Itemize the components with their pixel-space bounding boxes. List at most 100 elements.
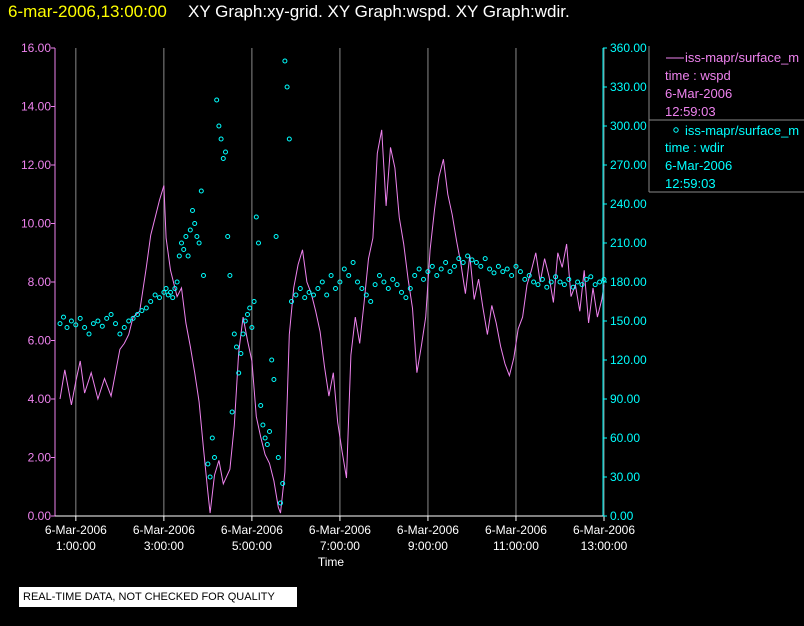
- wdir-point: [337, 279, 343, 285]
- axes: 6-Mar-2006 1:00:00 6-Mar-2006 3:00:00 6-Mar-…: [21, 41, 647, 569]
- left-tick-label: 14.00: [21, 100, 51, 114]
- wdir-point: [183, 234, 189, 239]
- wdir-point: [152, 292, 158, 298]
- wdir-point: [473, 260, 479, 265]
- wdir-point: [566, 276, 572, 282]
- wdir-point: [297, 286, 303, 291]
- wdir-point: [227, 273, 233, 278]
- wdir-point: [278, 500, 283, 506]
- wdir-point: [258, 403, 264, 408]
- legend-entry-1-time: 12:59:03: [665, 104, 716, 119]
- wdir-point: [247, 305, 253, 311]
- wdir-point: [236, 370, 242, 376]
- wdir-point: [588, 274, 594, 280]
- header-graph-titles: XY Graph:xy-grid. XY Graph:wspd. XY Grap…: [188, 2, 570, 21]
- wdir-point: [90, 321, 96, 327]
- wdir-point: [394, 282, 400, 288]
- wdir-point: [234, 344, 239, 350]
- wdir-point: [372, 282, 378, 288]
- legend-entry-2-time: 12:59:03: [665, 176, 716, 191]
- wdir-point: [262, 435, 268, 441]
- wdir-point: [443, 260, 449, 265]
- wdir-point: [176, 253, 182, 259]
- wdir-point: [460, 260, 466, 265]
- left-tick-label: 10.00: [21, 217, 51, 231]
- wdir-point: [73, 322, 79, 328]
- wdir-point: [311, 292, 316, 298]
- x-tick-label-date: 6-Mar-2006: [309, 523, 371, 537]
- wdir-point: [557, 279, 563, 285]
- wdir-point: [223, 149, 228, 155]
- wdir-point: [381, 279, 387, 285]
- wdir-point: [434, 273, 440, 278]
- wdir-point: [359, 286, 365, 291]
- wdir-point: [61, 314, 66, 320]
- wdir-point: [328, 273, 334, 278]
- wdir-point: [209, 435, 215, 441]
- wdir-point: [495, 263, 501, 269]
- left-tick-label: 0.00: [28, 509, 52, 523]
- wdir-point: [333, 286, 338, 291]
- wdir-point: [82, 325, 88, 330]
- wdir-point: [163, 286, 169, 291]
- wdir-point: [130, 315, 136, 321]
- left-tick-label: 12.00: [21, 158, 51, 172]
- wdir-point: [161, 289, 167, 295]
- x-tick-label-time: 3:00:00: [144, 539, 184, 553]
- wdir-point: [350, 260, 356, 265]
- wdir-point: [522, 276, 528, 282]
- wdir-point: [592, 282, 598, 288]
- wdir-point: [95, 318, 101, 324]
- wdir-point: [429, 263, 435, 269]
- wdir-point: [286, 136, 292, 142]
- wdir-point: [363, 292, 369, 298]
- wdir-point: [185, 253, 191, 259]
- wdir-point: [509, 273, 515, 278]
- wdir-point: [465, 253, 471, 259]
- x-tick-label-date: 6-Mar-2006: [221, 523, 283, 537]
- wdir-point: [416, 266, 422, 272]
- wdir-point: [57, 321, 63, 327]
- left-tick-label: 2.00: [28, 451, 52, 465]
- wdir-point: [293, 292, 299, 298]
- wdir-point: [251, 299, 257, 304]
- wdir-point: [165, 292, 171, 298]
- right-tick-label: 90.00: [610, 392, 640, 406]
- right-tick-label: 300.00: [610, 119, 647, 133]
- wdir-point: [407, 286, 413, 291]
- wdir-series: [57, 58, 607, 506]
- x-tick-label-time: 9:00:00: [408, 539, 448, 553]
- wdir-point: [500, 269, 506, 275]
- wdir-point: [280, 481, 286, 486]
- wdir-point: [174, 279, 180, 285]
- wdir-point: [168, 289, 173, 295]
- wdir-point: [275, 455, 281, 460]
- wdir-point: [187, 227, 193, 233]
- x-tick-label-time: 11:00:00: [493, 539, 539, 553]
- wdir-point: [242, 318, 248, 324]
- wdir-point: [302, 295, 308, 301]
- wdir-point: [172, 286, 178, 291]
- wdir-point: [561, 282, 567, 288]
- right-tick-label: 0.00: [610, 509, 634, 523]
- x-tick-label-date: 6-Mar-2006: [133, 523, 195, 537]
- wdir-point: [229, 409, 235, 415]
- wdir-point: [517, 269, 523, 275]
- wdir-point: [447, 269, 453, 275]
- wdir-point: [531, 279, 537, 285]
- wdir-point: [583, 276, 589, 282]
- wdir-point: [456, 256, 462, 262]
- wdir-point: [68, 318, 74, 324]
- wdir-point: [341, 266, 347, 272]
- wdir-point: [267, 429, 272, 434]
- wdir-point: [570, 284, 576, 290]
- wdir-point: [438, 266, 444, 272]
- wdir-point: [170, 295, 176, 301]
- x-tick-label-date: 6-Mar-2006: [485, 523, 547, 537]
- legend-entry-1-name: iss-mapr/surface_m: [685, 50, 799, 65]
- wdir-point: [269, 357, 275, 363]
- wdir-point: [126, 318, 132, 324]
- wdir-point: [513, 263, 519, 269]
- wdir-point: [579, 282, 585, 288]
- left-tick-label: 8.00: [28, 275, 52, 289]
